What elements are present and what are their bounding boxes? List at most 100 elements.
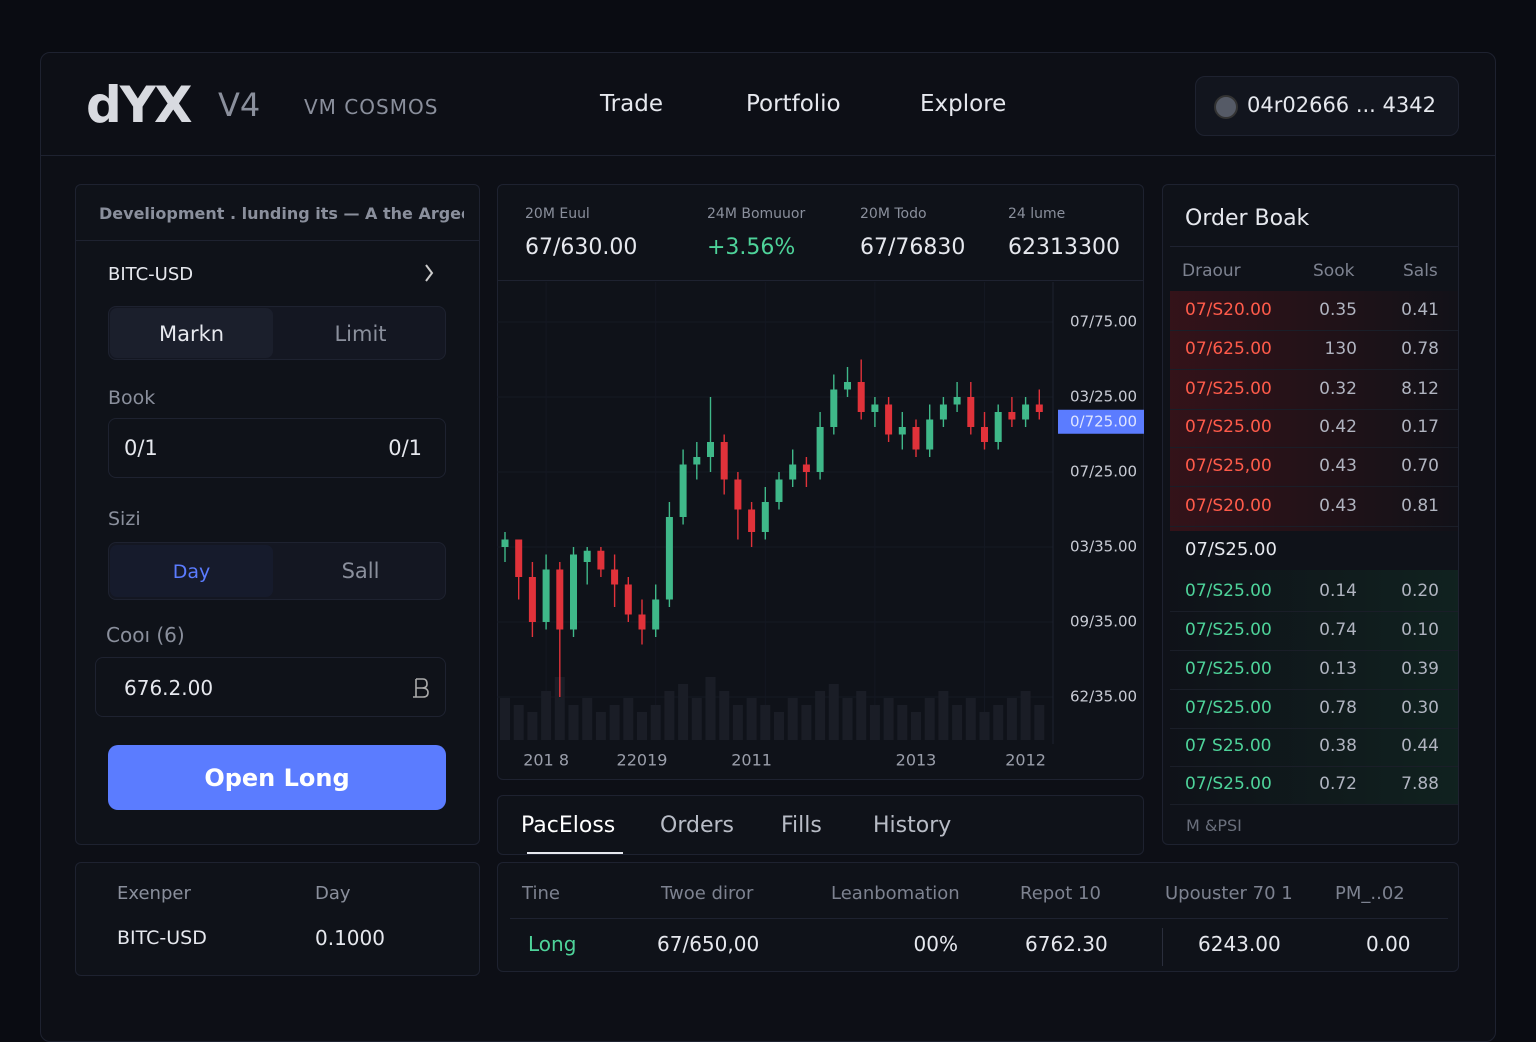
input-value: 0/1 [388, 436, 422, 460]
stat-label: 24M Bomuuor [707, 206, 806, 222]
wallet-icon [1214, 95, 1238, 119]
open-long-button[interactable] [108, 745, 446, 810]
candle-body [501, 539, 509, 547]
candle-body [994, 412, 1002, 442]
volume-bar [842, 698, 853, 740]
row-divider [1170, 409, 1458, 410]
book-price[interactable]: 07/S25.00 [1185, 417, 1272, 437]
candle-body [967, 397, 975, 427]
candle-body [871, 404, 879, 412]
volume-bar [911, 712, 921, 740]
button-label: Open Long [204, 764, 350, 792]
book-price[interactable]: 07/S20.00 [1185, 496, 1272, 516]
volume-bar [938, 691, 949, 740]
tab-active-bg [110, 308, 273, 358]
book-size: 0.42 [1319, 417, 1357, 437]
book-price[interactable]: 07/625.00 [1185, 339, 1272, 359]
book-price[interactable]: 07/S25.00 [1185, 379, 1272, 399]
market[interactable]: BITC-USD [108, 264, 194, 285]
book-price[interactable]: 07/S25.00 [1185, 659, 1272, 679]
volume-bar [774, 712, 784, 740]
candle-body [844, 382, 851, 390]
candle-body [720, 442, 728, 480]
field-label: Sizi [108, 508, 141, 530]
book-price[interactable]: 07/S25.00 [1185, 581, 1272, 601]
volume-bar [815, 691, 826, 740]
field-label: Cooı (6) [106, 623, 185, 647]
book-price[interactable]: 07/S25.00 [1185, 774, 1272, 794]
stat-value: 62313300 [1008, 235, 1120, 260]
book-size: 0.43 [1319, 456, 1357, 476]
order-book [1162, 184, 1459, 845]
tab[interactable]: Day [172, 561, 211, 583]
wallet-button[interactable] [1195, 76, 1459, 136]
column-header: Leanbomation [831, 883, 960, 904]
tab[interactable]: PacEloss [521, 813, 616, 838]
book-size: 0.38 [1319, 736, 1357, 756]
positions-table [497, 862, 1459, 972]
input[interactable] [95, 657, 446, 717]
tab[interactable]: Markn [158, 322, 225, 346]
row-divider [1170, 447, 1458, 448]
candle-body [898, 427, 906, 435]
candle-body [748, 509, 756, 532]
cell: 0.00 [1366, 932, 1411, 956]
cell: Long [528, 932, 577, 956]
tab-active-bg [110, 545, 273, 597]
volume-bar [1020, 691, 1031, 740]
mid-price: 07/S25.00 [1185, 539, 1277, 560]
book-total: 0.41 [1401, 300, 1439, 320]
nav-item[interactable]: Trade [600, 91, 663, 117]
book-size: 0.14 [1319, 581, 1357, 601]
candle-body [638, 614, 646, 630]
tab-underline [527, 852, 623, 854]
y-tick-label: 09/35.00 [1070, 613, 1137, 631]
book-price[interactable]: 07/S25.00 [1185, 698, 1272, 718]
candle-body [693, 457, 701, 465]
book-price[interactable]: 07/S20.00 [1185, 300, 1272, 320]
candle-body [802, 464, 810, 472]
cell: 67/650,00 [657, 932, 760, 956]
nav-item[interactable]: Explore [920, 91, 1007, 117]
tab[interactable]: Fills [781, 813, 822, 838]
stat-value: 67/630.00 [525, 235, 638, 260]
volume-bar [856, 691, 867, 740]
column-header: PM_..02 [1335, 883, 1405, 904]
tab[interactable]: Sall [341, 559, 380, 583]
logo: dYX [86, 76, 193, 134]
candle-body [542, 569, 550, 622]
book-size: 130 [1324, 339, 1357, 359]
tab[interactable]: History [873, 813, 952, 838]
tab[interactable]: Limit [334, 322, 387, 346]
candle-body [652, 599, 660, 630]
tab[interactable]: Orders [660, 813, 734, 838]
chevron[interactable] [422, 262, 436, 284]
volume-bar [568, 705, 579, 740]
wallet-address: 04r02666 ... 4342 [1247, 93, 1436, 117]
book-price[interactable]: 07/S25,00 [1185, 456, 1272, 476]
candle-body [981, 427, 988, 442]
candlestick-chart: 07/75.00 03/25.00 07/25.00 03/35.00 09/35.00… [497, 282, 1144, 770]
divider [498, 280, 1143, 281]
volume-bar [637, 712, 647, 740]
column-header: Sals [1403, 261, 1438, 281]
volume-bar [554, 677, 565, 740]
input-value: 676.2.00 [124, 676, 214, 700]
column-header: Tine [522, 883, 560, 904]
book-size: 0.78 [1319, 698, 1357, 718]
volume-bar [869, 705, 880, 740]
volume-bar [623, 698, 634, 740]
tabs-panel [497, 795, 1144, 855]
book-size: 0.13 [1319, 659, 1357, 679]
book-price[interactable]: 07/S25.00 [1185, 620, 1272, 640]
column-header: Sook [1313, 261, 1355, 281]
chart-panel [497, 184, 1144, 780]
candle-body [912, 427, 920, 450]
nav-item[interactable]: Portfolio [746, 91, 841, 117]
stat-label: 24 lume [1008, 206, 1066, 222]
book-price[interactable]: 07 S25.00 [1185, 736, 1272, 756]
stat-value: +3.56% [707, 235, 796, 260]
candle-body [665, 517, 673, 600]
input[interactable] [108, 418, 446, 478]
